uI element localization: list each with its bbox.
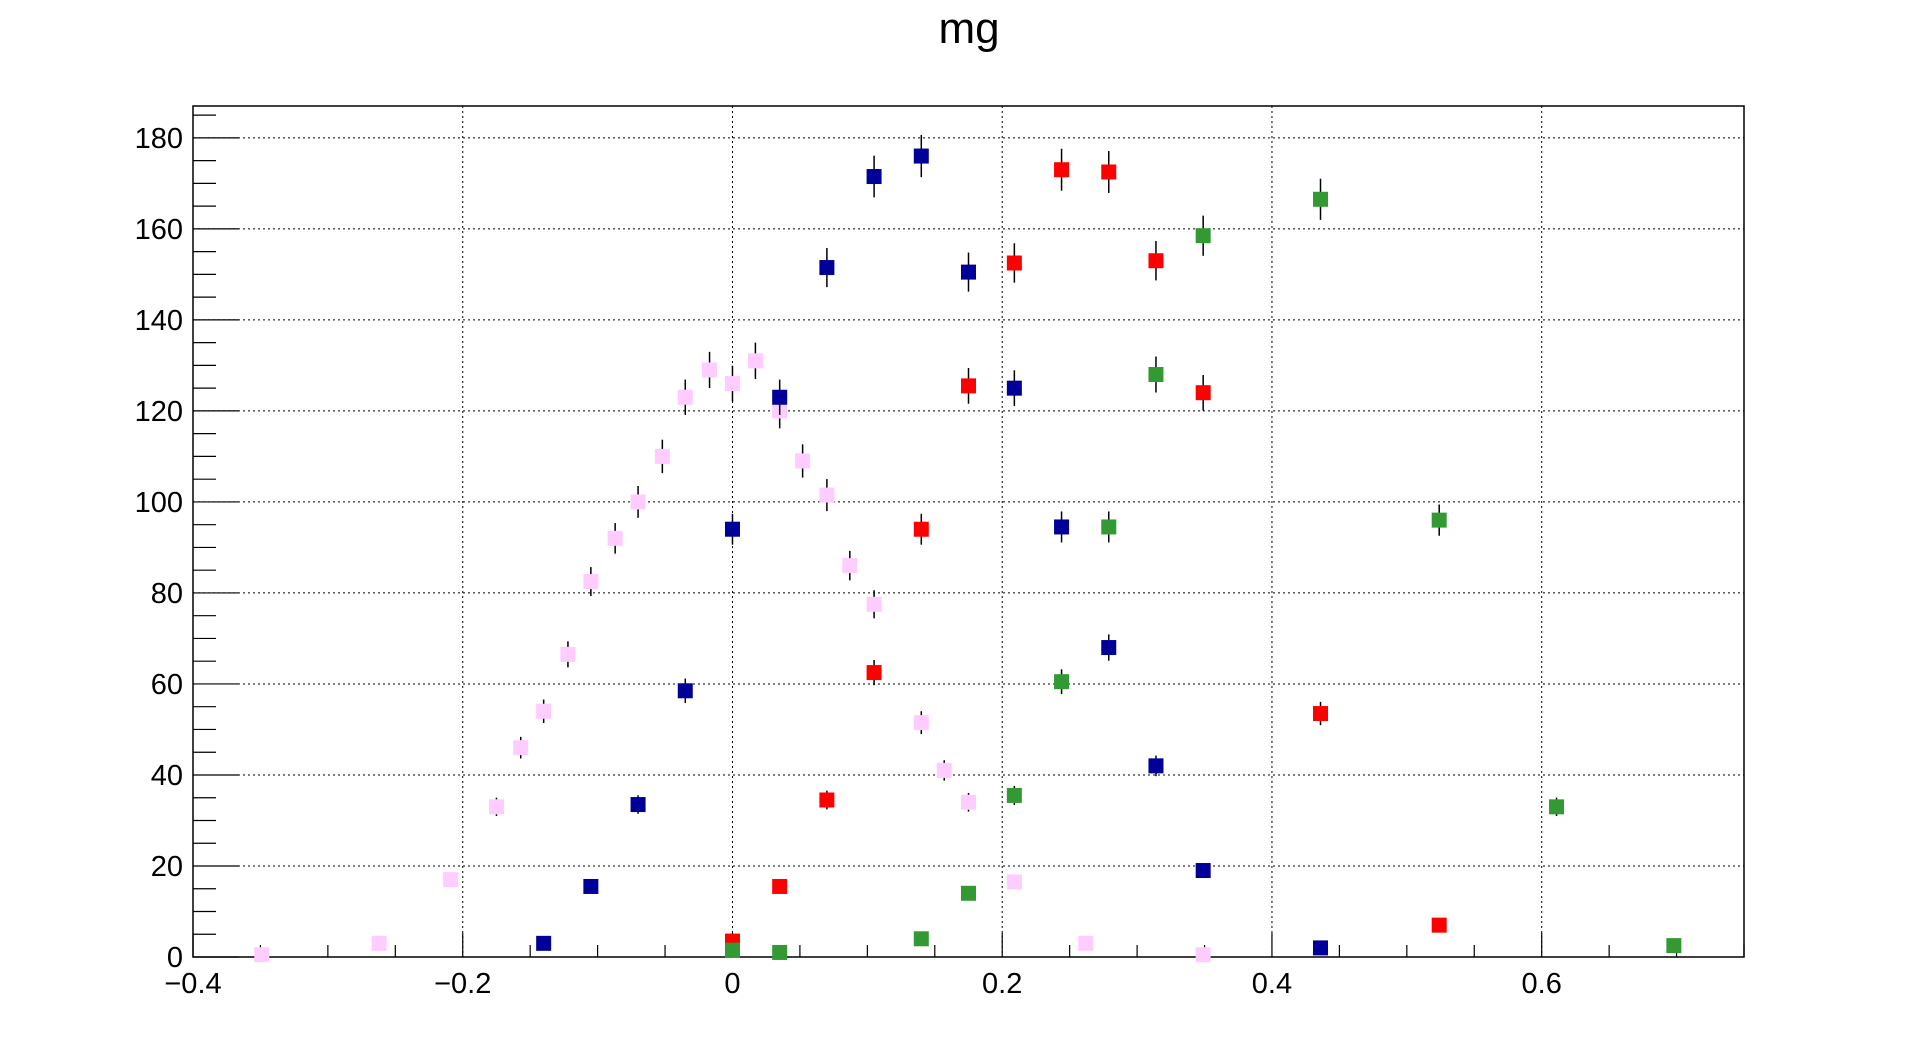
data-point <box>748 353 763 368</box>
data-point <box>819 260 834 275</box>
data-point <box>608 531 623 546</box>
data-point <box>914 522 929 537</box>
data-point <box>583 879 598 894</box>
data-point <box>914 931 929 946</box>
data-point <box>1148 253 1163 268</box>
data-point <box>1007 874 1022 889</box>
data-point <box>867 597 882 612</box>
data-point <box>867 665 882 680</box>
y-tick-label: 180 <box>135 123 183 155</box>
data-point <box>254 947 269 962</box>
data-point <box>513 740 528 755</box>
data-point <box>1054 162 1069 177</box>
y-tick-label: 140 <box>135 305 183 337</box>
data-point <box>772 390 787 405</box>
x-tick-label: 0.4 <box>1252 968 1292 1000</box>
y-tick-label: 100 <box>135 487 183 519</box>
data-point <box>1196 947 1211 962</box>
x-tick-label: −0.2 <box>434 968 491 1000</box>
data-point <box>1432 918 1447 933</box>
data-point <box>1101 519 1116 534</box>
data-point <box>536 936 551 951</box>
data-point <box>1432 513 1447 528</box>
data-point <box>560 647 575 662</box>
data-point <box>1549 799 1564 814</box>
data-point <box>961 795 976 810</box>
data-point <box>819 792 834 807</box>
data-point <box>583 574 598 589</box>
data-point <box>536 704 551 719</box>
data-point <box>725 943 740 958</box>
grid-lines <box>193 106 1744 957</box>
data-point <box>1196 863 1211 878</box>
plot-frame <box>193 106 1744 957</box>
data-point <box>1078 936 1093 951</box>
data-point <box>1007 381 1022 396</box>
data-point <box>1054 674 1069 689</box>
data-point <box>1196 385 1211 400</box>
y-tick-label: 40 <box>151 760 183 792</box>
data-point <box>678 390 693 405</box>
y-tick-label: 20 <box>151 851 183 883</box>
data-point <box>842 558 857 573</box>
data-point <box>725 522 740 537</box>
data-point <box>795 453 810 468</box>
data-point <box>772 945 787 960</box>
y-tick-label: 60 <box>151 669 183 701</box>
axes <box>193 106 1744 957</box>
chart-title: mg <box>938 4 999 53</box>
data-point <box>867 169 882 184</box>
data-point <box>1148 758 1163 773</box>
data-point <box>819 488 834 503</box>
data-point <box>1313 192 1328 207</box>
data-point <box>1196 228 1211 243</box>
x-tick-label: 0 <box>724 968 740 1000</box>
data-points <box>254 135 1681 962</box>
data-point <box>1007 256 1022 271</box>
data-point <box>914 715 929 730</box>
data-point <box>914 149 929 164</box>
y-tick-label: 80 <box>151 578 183 610</box>
data-point <box>937 763 952 778</box>
data-point <box>702 362 717 377</box>
data-point <box>443 872 458 887</box>
data-point <box>725 376 740 391</box>
data-point <box>961 886 976 901</box>
data-point <box>961 265 976 280</box>
data-point <box>631 797 646 812</box>
x-tick-label: 0.6 <box>1522 968 1562 1000</box>
y-tick-label: 160 <box>135 214 183 246</box>
x-tick-label: 0.2 <box>982 968 1022 1000</box>
data-point <box>1101 640 1116 655</box>
data-point <box>1313 940 1328 955</box>
data-point <box>489 799 504 814</box>
y-tick-label: 120 <box>135 396 183 428</box>
data-point <box>678 683 693 698</box>
data-point <box>772 879 787 894</box>
data-point <box>631 494 646 509</box>
y-tick-label: 0 <box>167 942 183 974</box>
data-point <box>1666 938 1681 953</box>
data-point <box>1313 706 1328 721</box>
data-point <box>1054 519 1069 534</box>
data-point <box>1148 367 1163 382</box>
data-point <box>655 449 670 464</box>
data-point <box>1101 164 1116 179</box>
data-point <box>1007 788 1022 803</box>
data-point <box>961 378 976 393</box>
data-point <box>372 936 387 951</box>
